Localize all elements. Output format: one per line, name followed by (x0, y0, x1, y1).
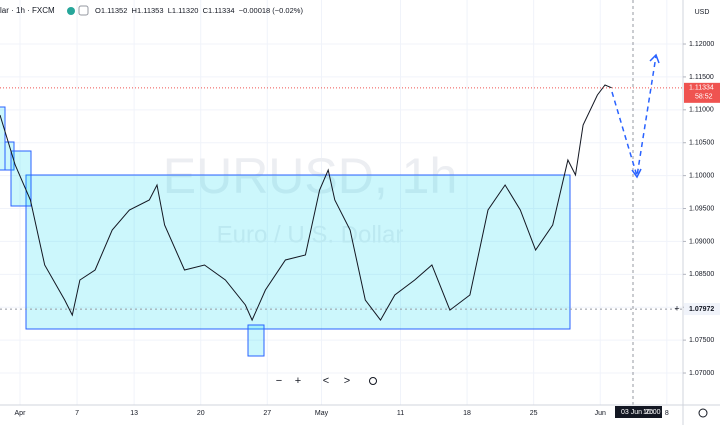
toolbar-button[interactable]: − (276, 375, 282, 387)
range-box (4, 141, 15, 171)
y-tick-label: 1.10000 (689, 172, 714, 179)
currency-label: USD (695, 9, 710, 16)
crosshair-date: 03 Jun '20 (621, 409, 653, 416)
y-tick-label: 1.11000 (689, 107, 714, 114)
x-tick-label: May (315, 410, 329, 417)
grid (0, 0, 683, 405)
x-tick-label: 20 (197, 410, 205, 417)
y-tick-label: 1.08500 (689, 271, 714, 278)
x-tick-label: 13 (130, 410, 138, 417)
price-line (0, 84, 612, 322)
settings-icon[interactable] (78, 5, 89, 16)
y-tick-label: 1.11500 (689, 74, 714, 81)
level-box (684, 303, 720, 316)
watermark-title: EURUSD, 1h (163, 148, 458, 204)
toolbar-button[interactable]: + (295, 375, 301, 387)
x-tick-label: Apr (15, 410, 27, 417)
y-tick-label: 1.12000 (689, 41, 714, 48)
level-label: 1.07972 (689, 306, 714, 313)
crosshair-date-box (615, 406, 662, 418)
x-tick-label: 8 (665, 410, 669, 417)
status-dot (67, 7, 75, 15)
x-tick-label: Jun (595, 410, 606, 417)
y-tick-label: 1.07500 (689, 337, 714, 344)
crosshair-time: 10:00 (643, 409, 661, 416)
x-tick-label: 25 (530, 410, 538, 417)
y-tick-label: 1.09500 (689, 205, 714, 212)
range-box (247, 324, 265, 357)
ohlc-label: O1.11352 H1.11353 L1.11320 C1.11334 −0.0… (95, 6, 303, 15)
plot (0, 84, 683, 322)
countdown-label: 58:52 (695, 94, 713, 101)
toolbar-button[interactable]: < (323, 375, 329, 387)
y-tick-label: 1.07000 (689, 370, 714, 377)
add-alert[interactable]: + (674, 303, 679, 313)
x-tick-label: 27 (263, 410, 271, 417)
current-price-label: 1.11334 (689, 85, 714, 92)
forecast-arrow (611, 55, 657, 177)
y-tick-label: 1.10500 (689, 140, 714, 147)
x-tick-label: 7 (75, 410, 79, 417)
x-tick-label: 18 (463, 410, 471, 417)
reset-button[interactable] (369, 377, 377, 385)
current-price-box (684, 82, 720, 103)
axes: 1.12000 1.11500 1.11000 1.10500 1.10000 1.095… (15, 41, 720, 417)
toolbar-button[interactable]: > (344, 375, 350, 387)
range-box (0, 106, 6, 171)
range-box (25, 174, 571, 330)
x-tick-label: 11 (397, 410, 404, 417)
y-tick-label: 1.09000 (689, 238, 714, 245)
symbol-label: lar · 1h · FXCM (0, 6, 55, 15)
gear-button[interactable] (698, 408, 708, 418)
arrow-head (631, 53, 660, 179)
